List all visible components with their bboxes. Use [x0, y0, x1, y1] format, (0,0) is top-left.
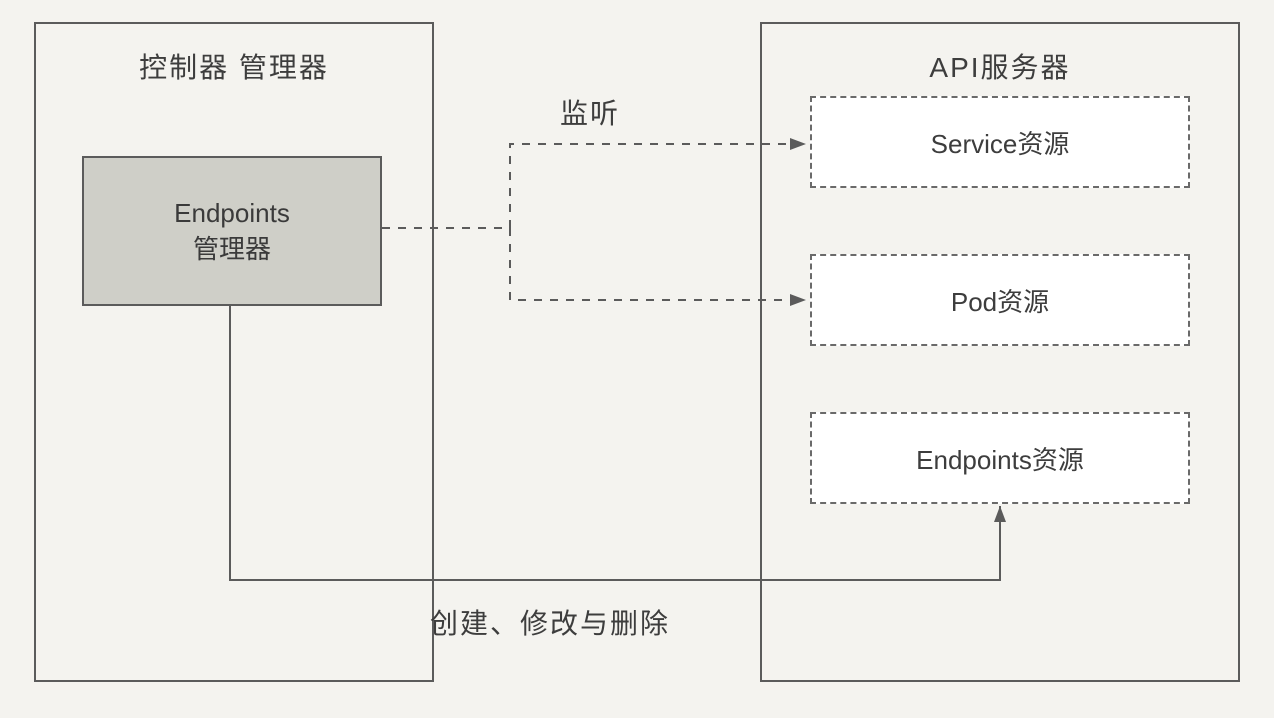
endpoints-resource-label: Endpoints资源	[916, 440, 1084, 477]
api-server-title: API服务器	[762, 46, 1238, 86]
service-resource-label: Service资源	[931, 124, 1070, 161]
endpoints-label-line1: Endpoints	[174, 198, 290, 228]
crud-label: 创建、修改与删除	[430, 602, 670, 642]
pod-resource-label: Pod资源	[951, 282, 1049, 319]
service-resource-box: Service资源	[810, 96, 1190, 188]
endpoints-manager-label: Endpoints 管理器	[174, 195, 290, 268]
endpoints-resource-box: Endpoints资源	[810, 412, 1190, 504]
controller-manager-title: 控制器 管理器	[36, 46, 432, 86]
controller-manager-panel: 控制器 管理器	[34, 22, 434, 682]
diagram-canvas: 控制器 管理器 Endpoints 管理器 API服务器 Service资源 P…	[0, 0, 1274, 718]
endpoints-label-line2: 管理器	[193, 234, 271, 264]
listen-label: 监听	[560, 92, 620, 132]
pod-resource-box: Pod资源	[810, 254, 1190, 346]
endpoints-manager-box: Endpoints 管理器	[82, 156, 382, 306]
